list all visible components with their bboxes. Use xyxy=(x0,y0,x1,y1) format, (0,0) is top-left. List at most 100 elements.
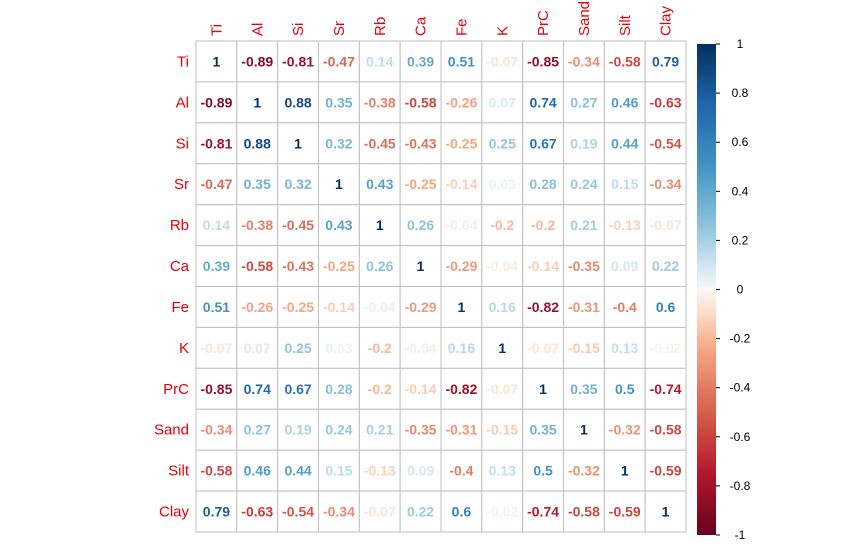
cell-value-label: 0.07 xyxy=(489,94,516,110)
cell-value-label: -0.85 xyxy=(200,381,232,397)
matrix-cell xyxy=(358,81,401,124)
cell-value-label: -0.81 xyxy=(200,135,232,151)
cell-value-label: 1 xyxy=(458,299,466,315)
cell-value-label: 0.44 xyxy=(284,463,311,479)
matrix-cell xyxy=(195,367,238,410)
row-label: Si xyxy=(176,135,189,152)
matrix-cell xyxy=(399,163,442,206)
matrix-cell xyxy=(440,122,483,165)
cell-value-label: -0.54 xyxy=(282,504,314,520)
matrix-cell xyxy=(440,408,483,451)
cell-value-label: -0.07 xyxy=(486,53,518,69)
cell-value-label: -0.07 xyxy=(650,217,682,233)
matrix-cell xyxy=(522,245,565,287)
cell-value-label: 0.43 xyxy=(366,176,393,192)
cell-value-label: -0.02 xyxy=(650,340,682,356)
cell-value-label: 0.24 xyxy=(325,422,352,438)
row-label: Sand xyxy=(154,422,189,439)
matrix-cell xyxy=(318,245,360,287)
cell-value-label: 0.03 xyxy=(325,340,352,356)
cell-value-label: 0.09 xyxy=(407,463,434,479)
matrix-cell xyxy=(440,490,483,533)
matrix-cell xyxy=(399,40,442,83)
row-label: Rb xyxy=(170,217,189,234)
matrix-cells: 1 -0.89 -0.81 -0.47 0.14 0.39 0.51 -0.07 -0.85 -0… xyxy=(195,40,687,533)
matrix-cell xyxy=(522,367,565,410)
matrix-cell xyxy=(603,326,646,369)
cell-value-label: 0.21 xyxy=(570,217,597,233)
cell-value-label: 0.26 xyxy=(366,258,393,274)
matrix-cell xyxy=(236,367,279,410)
cell-value-label: 1 xyxy=(253,94,261,110)
row-label: Clay xyxy=(159,504,190,521)
colorbar-legend: 1 0.8 0.6 0.4 0.2 0 -0.2 -0.4 -0.6 -0.8 -1 xyxy=(697,37,751,542)
cell-value-label: -0.47 xyxy=(323,53,355,69)
cell-value-label: -0.14 xyxy=(445,176,477,192)
cell-value-label: -0.07 xyxy=(364,504,396,520)
cell-value-label: 1 xyxy=(417,258,425,274)
cell-value-label: 0.14 xyxy=(203,217,230,233)
cell-value-label: -0.04 xyxy=(364,299,396,315)
cell-value-label: 0.09 xyxy=(611,258,638,274)
matrix-cell xyxy=(563,81,605,124)
cell-value-label: 1 xyxy=(662,504,670,520)
cell-value-label: -0.82 xyxy=(527,299,559,315)
matrix-cell xyxy=(522,163,565,206)
cell-value-label: 0.32 xyxy=(284,176,311,192)
matrix-cell xyxy=(563,163,605,206)
matrix-cell xyxy=(481,204,524,247)
cell-value-label: 0.5 xyxy=(533,463,553,479)
cell-value-label: -0.43 xyxy=(282,258,314,274)
colorbar-tick-label: 0.2 xyxy=(732,233,749,247)
matrix-cell xyxy=(644,245,687,287)
cell-value-label: 0.6 xyxy=(452,504,472,520)
column-label: Clay xyxy=(658,5,675,36)
matrix-cell xyxy=(318,367,360,410)
cell-value-label: 0.51 xyxy=(448,53,475,69)
cell-value-label: 0.35 xyxy=(325,94,352,110)
matrix-cell xyxy=(440,245,483,287)
cell-value-label: 0.32 xyxy=(325,135,352,151)
cell-value-label: -0.82 xyxy=(445,381,477,397)
cell-value-label: 0.03 xyxy=(489,176,516,192)
cell-value-label: 0.25 xyxy=(489,135,516,151)
column-label: Sr xyxy=(331,21,348,36)
cell-value-label: 0.25 xyxy=(284,340,311,356)
cell-value-label: 0.5 xyxy=(615,381,635,397)
matrix-cell xyxy=(563,490,605,533)
cell-value-label: -0.89 xyxy=(200,94,232,110)
matrix-cell xyxy=(236,449,279,492)
cell-value-label: -0.63 xyxy=(241,504,273,520)
matrix-cell xyxy=(318,326,360,369)
cell-value-label: -0.85 xyxy=(527,53,559,69)
matrix-cell xyxy=(644,449,687,492)
matrix-cell xyxy=(358,286,401,328)
matrix-cell xyxy=(440,204,483,247)
cell-value-label: -0.25 xyxy=(405,176,437,192)
matrix-cell xyxy=(603,449,646,492)
matrix-cell xyxy=(440,163,483,206)
cell-value-label: -0.15 xyxy=(568,340,600,356)
matrix-cell xyxy=(644,40,687,83)
cell-value-label: 0.22 xyxy=(652,258,679,274)
column-label: PrC xyxy=(535,10,552,36)
row-label: Ca xyxy=(170,258,190,275)
matrix-cell xyxy=(481,408,524,451)
cell-value-label: 0.74 xyxy=(529,94,556,110)
cell-value-label: -0.74 xyxy=(527,504,559,520)
cell-value-label: 0.22 xyxy=(407,504,434,520)
matrix-cell xyxy=(195,40,238,83)
cell-value-label: -0.26 xyxy=(241,299,273,315)
cell-value-label: 0.13 xyxy=(611,340,638,356)
cell-value-label: -0.58 xyxy=(241,258,273,274)
matrix-cell xyxy=(522,286,565,328)
cell-value-label: 0.79 xyxy=(652,53,679,69)
matrix-cell xyxy=(481,245,524,287)
cell-value-label: 0.26 xyxy=(407,217,434,233)
cell-value-label: 0.79 xyxy=(203,504,230,520)
cell-value-label: 0.27 xyxy=(244,422,271,438)
colorbar-tick-label: 0.8 xyxy=(732,86,749,100)
cell-value-label: 0.39 xyxy=(203,258,230,274)
cell-value-label: -0.07 xyxy=(200,340,232,356)
matrix-cell xyxy=(603,286,646,328)
